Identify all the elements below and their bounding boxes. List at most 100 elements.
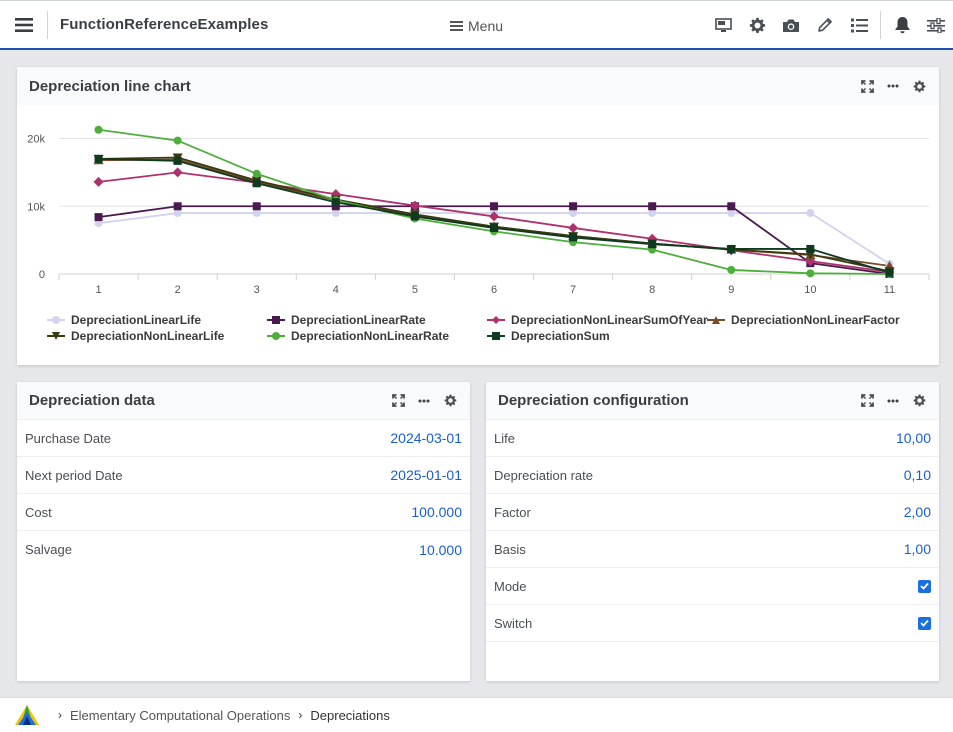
y-tick-label: 0 [39,269,45,281]
ellipsis-icon [887,399,899,402]
data-point [568,222,579,233]
data-row-purchase-date: Purchase Date 2024-03-01 [17,420,470,457]
purchase-date-value[interactable]: 2024-03-01 [390,430,462,446]
panel-title: Depreciation line chart [29,77,191,95]
legend-marker-icon [487,332,505,340]
presentation-button[interactable] [706,1,740,49]
row-label: Switch [494,615,533,631]
row-label: Mode [494,578,527,594]
data-point [252,209,261,218]
checkmark-icon [920,619,929,627]
notifications-button[interactable] [885,1,919,49]
bell-icon [895,17,909,34]
breadcrumb-item[interactable]: Elementary Computational Operations [70,707,291,723]
row-label: Next period Date [25,467,123,483]
gear-icon [913,80,925,92]
edit-button[interactable] [808,1,842,49]
legend-marker-icon [47,332,65,340]
legend-item[interactable]: DepreciationNonLinearFactor [707,313,900,327]
legend-item[interactable]: DepreciationLinearRate [267,313,426,327]
data-point [727,244,736,253]
switch-checkbox[interactable] [918,616,931,630]
row-label: Cost [25,504,52,520]
panel-settings-button[interactable] [440,391,460,411]
sliders-icon [927,17,945,33]
list-button[interactable] [842,1,876,49]
checkmark-icon [920,582,929,590]
chevron-right-icon: › [298,708,303,722]
row-label: Purchase Date [25,430,111,446]
legend-label: DepreciationNonLinearSumOfYear [511,313,708,327]
panel-settings-button[interactable] [909,76,929,96]
panel-title: Depreciation configuration [498,392,689,409]
data-point [569,202,578,211]
legend-item[interactable]: DepreciationSum [487,329,610,343]
data-point [648,209,657,218]
y-tick-label: 20k [27,134,45,146]
data-point [252,202,261,211]
config-row-mode: Mode [486,568,939,605]
menu-button[interactable]: Menu [450,18,503,34]
x-tick-label: 10 [804,284,816,296]
data-row-next-period-date: Next period Date 2025-01-01 [17,457,470,494]
data-point [806,209,815,218]
depreciation-rate-value[interactable]: 0,10 [903,467,931,483]
factor-value[interactable]: 2,00 [903,504,931,520]
y-tick-label: 10k [27,201,45,213]
panel-settings-button[interactable] [909,391,929,411]
life-value[interactable]: 10,00 [895,430,931,446]
legend-marker-icon [267,316,285,324]
x-tick-label: 7 [570,284,576,296]
maximize-button[interactable] [388,391,408,411]
data-point [806,269,815,278]
top-bar: FunctionReferenceExamples Menu [0,0,953,50]
row-label: Basis [494,541,526,557]
data-point [331,209,340,218]
preferences-button[interactable] [919,1,953,49]
row-label: Factor [494,504,531,520]
settings-button[interactable] [740,1,774,49]
maximize-button[interactable] [857,76,877,96]
chart-panel: Depreciation line chart 0 10k 20k 1 2 3 4 5 6 7 8 9… [17,67,939,365]
expand-icon [860,79,874,93]
row-label: Salvage [25,542,72,557]
data-point [569,233,578,242]
legend-item[interactable]: DepreciationNonLinearSumOfYear [487,313,708,327]
screenshot-button[interactable] [774,1,808,49]
data-point [648,240,657,249]
legend-item[interactable]: DepreciationNonLinearLife [47,329,224,343]
menu-label: Menu [468,18,504,34]
data-point [331,198,340,207]
main-menu-button[interactable] [0,10,48,39]
legend-label: DepreciationNonLinearRate [291,329,450,343]
basis-value[interactable]: 1,00 [903,541,931,557]
more-button[interactable] [883,391,903,411]
expand-icon [860,394,874,407]
legend-item[interactable]: DepreciationNonLinearRate [267,329,449,343]
next-period-date-value[interactable]: 2025-01-01 [390,467,462,483]
legend-item[interactable]: DepreciationLinearLife [47,313,201,327]
x-tick-label: 5 [412,284,418,296]
expand-icon [391,394,405,407]
legend-label: DepreciationNonLinearLife [71,329,225,343]
salvage-value[interactable]: 10.000 [419,541,462,558]
data-point [94,154,103,163]
data-point [727,202,736,211]
config-row-depreciation-rate: Depreciation rate 0,10 [486,457,939,494]
app-title: FunctionReferenceExamples [60,16,269,33]
data-point [409,200,420,211]
mode-checkbox[interactable] [918,579,931,593]
data-point [569,209,578,218]
legend-marker-icon [487,316,505,324]
app-logo-icon [15,705,39,725]
more-button[interactable] [883,76,903,96]
cost-value[interactable]: 100.000 [411,504,462,520]
camera-icon [783,19,799,32]
data-point [806,244,815,253]
list-icon [850,18,868,32]
x-tick-label: 8 [649,284,655,296]
maximize-button[interactable] [857,391,877,411]
data-point [94,213,103,222]
legend-label: DepreciationNonLinearFactor [731,313,900,327]
more-button[interactable] [414,391,434,411]
